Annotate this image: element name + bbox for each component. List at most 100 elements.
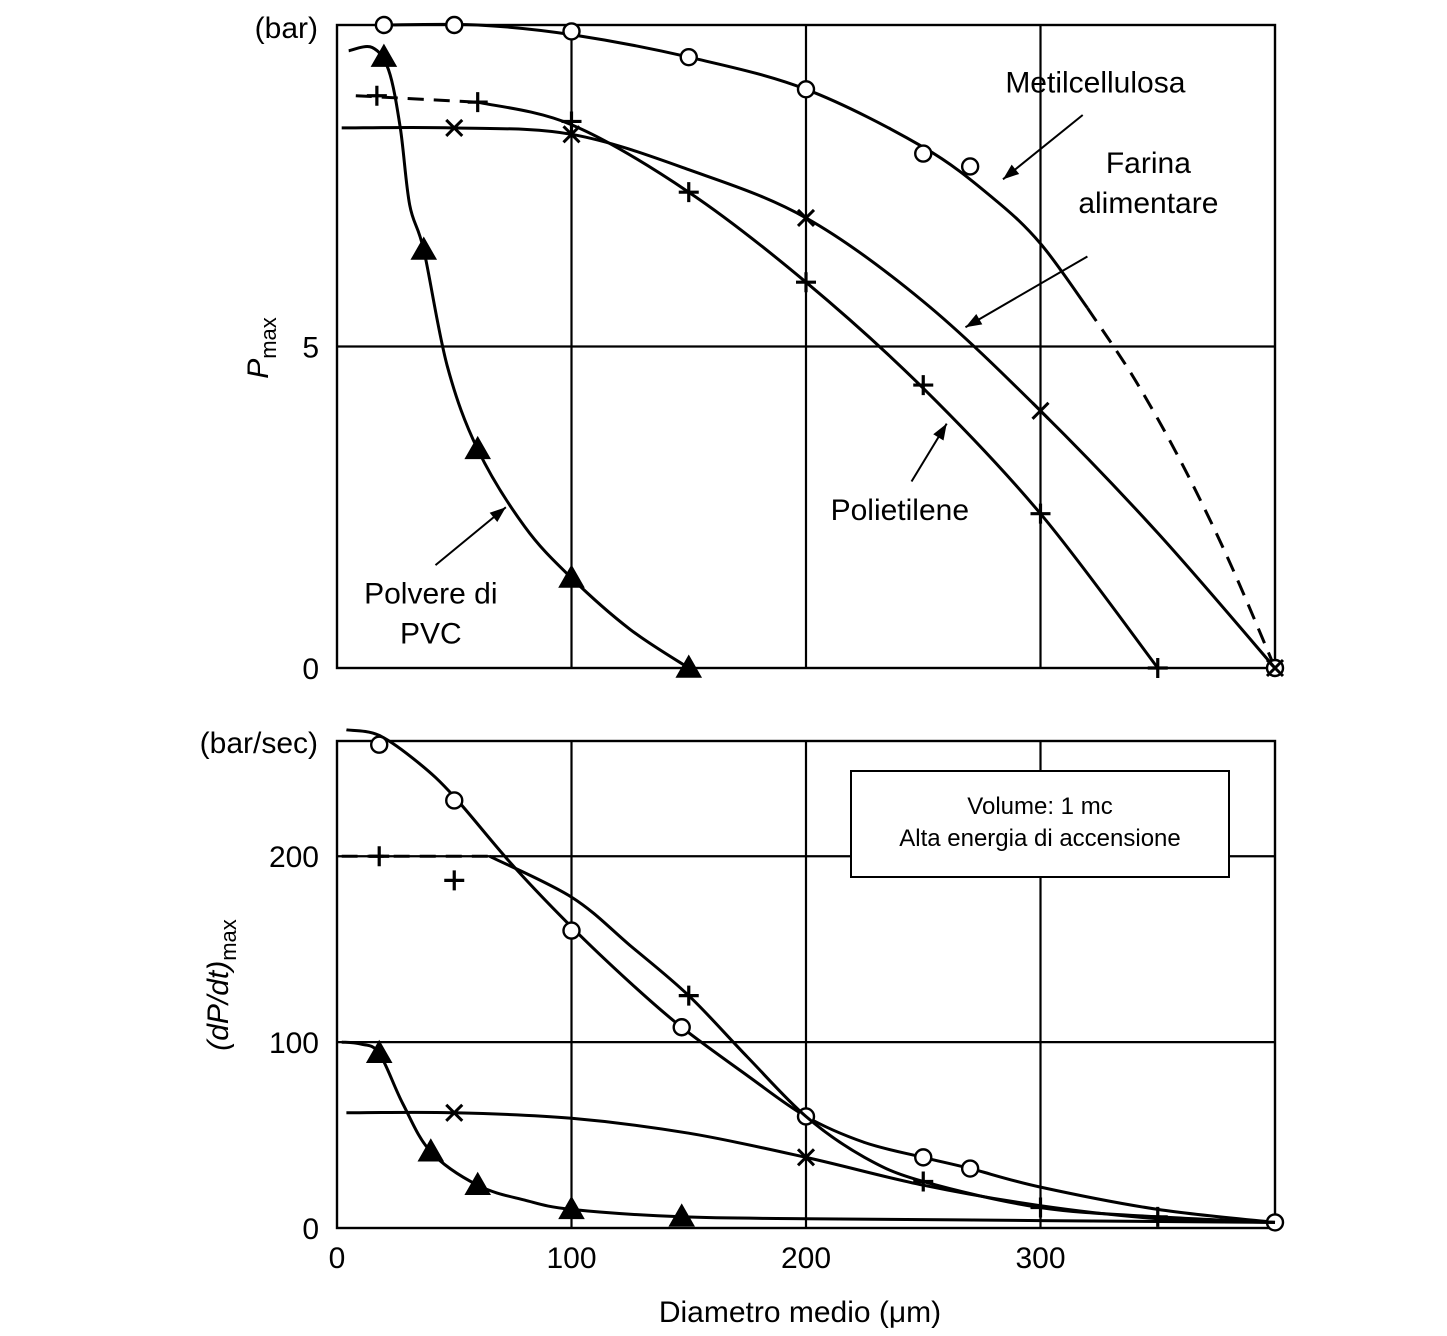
bottom-y-tick-label: 200 xyxy=(269,841,319,874)
bottom-x-tick-label: 200 xyxy=(781,1242,831,1275)
annotation-text: PVC xyxy=(400,618,462,651)
top-line-metilcellulosa xyxy=(383,22,1089,309)
top-point-polietilene xyxy=(1147,658,1168,678)
bottom-point-metilcellulosa xyxy=(445,791,464,810)
annotation-arrow-head xyxy=(1002,164,1020,180)
bottom-point-metilcellulosa xyxy=(562,921,581,940)
bottom-point-polietilene xyxy=(369,846,390,867)
bottom-line-metilcellulosa xyxy=(346,728,1276,1224)
annotation-text: Farina xyxy=(1106,147,1191,180)
bottom-point-farina-alimentare xyxy=(445,1103,464,1122)
top-y-axis-label-main: P xyxy=(242,359,275,379)
top-y-axis-label: Pmax xyxy=(242,317,281,379)
annotation-arrow-head xyxy=(489,507,506,523)
top-point-farina-alimentare xyxy=(1265,658,1285,678)
top-point-polietilene xyxy=(467,92,488,113)
top-line-polvere-di-pvc xyxy=(348,45,690,670)
annotation-arrow-head xyxy=(965,313,983,328)
top-point-polvere-di-pvc xyxy=(464,435,491,460)
bottom-unit-label: (bar/sec) xyxy=(200,727,318,760)
bottom-series-polvere-di-pvc xyxy=(341,1039,1276,1227)
bottom-point-metilcellulosa xyxy=(672,1018,691,1037)
top-series-farina-alimentare xyxy=(341,118,1285,678)
bottom-series-farina-alimentare xyxy=(346,1103,1276,1224)
top-point-polvere-di-pvc xyxy=(410,236,438,260)
top-panel-pmax: (bar) Pmax 0 5 Metilcellulosa Farina aliment… xyxy=(242,12,1285,686)
annotation-farina-alimentare: Farina alimentare xyxy=(964,147,1218,329)
bottom-point-polietilene xyxy=(444,870,465,891)
bottom-point-metilcellulosa xyxy=(914,1148,933,1167)
bottom-y-axis-label-sub: max xyxy=(216,919,241,961)
top-point-polietilene xyxy=(913,375,934,396)
top-point-metilcellulosa xyxy=(679,47,698,67)
bottom-point-farina-alimentare xyxy=(796,1148,816,1167)
conditions-note-box xyxy=(850,770,1230,878)
top-series-polietilene xyxy=(355,85,1168,678)
annotation-arrow-head xyxy=(933,423,947,441)
top-point-metilcellulosa xyxy=(374,15,394,35)
bottom-point-polvere-di-pvc xyxy=(365,1039,393,1064)
annotation-text: alimentare xyxy=(1078,187,1218,220)
bottom-point-polvere-di-pvc xyxy=(558,1195,585,1220)
annotation-text: Polietilene xyxy=(831,494,969,527)
top-y-tick-label: 5 xyxy=(302,332,319,365)
bottom-point-polvere-di-pvc xyxy=(417,1138,445,1162)
top-point-metilcellulosa xyxy=(562,22,581,41)
bottom-plot-frame xyxy=(335,739,1277,1230)
annotation-polvere-di-pvc: Polvere di PVC xyxy=(364,506,507,651)
bottom-y-tick-label: 0 xyxy=(302,1213,319,1246)
top-point-polietilene xyxy=(366,85,387,106)
top-series-polvere-di-pvc xyxy=(348,43,703,678)
top-point-metilcellulosa xyxy=(914,144,933,163)
bottom-series-metilcellulosa xyxy=(346,728,1285,1232)
annotation-arrow-line xyxy=(964,255,1088,329)
top-point-metilcellulosa xyxy=(796,80,816,99)
top-point-polvere-di-pvc xyxy=(370,43,398,67)
top-point-farina-alimentare xyxy=(796,208,816,227)
conditions-note-line: Volume: 1 mc xyxy=(967,793,1112,820)
top-y-axis-label-sub: max xyxy=(256,317,281,359)
conditions-note: Volume: 1 mc Alta energia di accensione xyxy=(850,770,1230,878)
bottom-point-metilcellulosa xyxy=(960,1159,980,1178)
top-dashed-line-metilcellulosa xyxy=(1086,307,1277,669)
bottom-point-polietilene xyxy=(678,985,699,1006)
annotation-metilcellulosa: Metilcellulosa xyxy=(1002,67,1186,181)
top-line-polietilene xyxy=(477,100,1159,669)
annotation-text: Metilcellulosa xyxy=(1005,67,1185,100)
conditions-note-line: Alta energia di accensione xyxy=(899,825,1181,852)
bottom-x-tick-label: 0 xyxy=(329,1242,346,1275)
bottom-x-tick-label: 300 xyxy=(1015,1242,1065,1275)
bottom-point-polvere-di-pvc xyxy=(668,1203,696,1227)
top-plot-frame xyxy=(335,23,1277,670)
bottom-point-metilcellulosa xyxy=(370,735,389,754)
top-point-farina-alimentare xyxy=(562,125,581,144)
bottom-line-polietilene xyxy=(488,854,1276,1224)
top-line-farina-alimentare xyxy=(341,125,1277,669)
bottom-point-polietilene xyxy=(913,1171,934,1192)
top-point-polietilene xyxy=(796,272,816,293)
top-point-polietilene xyxy=(561,111,582,132)
bottom-y-axis-label: (dP/dt)max xyxy=(202,919,241,1051)
bottom-panel-dpdt: (bar/sec) (dP/dt)max Diametro medio (μm)… xyxy=(200,727,1285,1329)
top-point-polietilene xyxy=(1030,503,1051,524)
bottom-line-polvere-di-pvc xyxy=(341,1040,1276,1224)
top-unit-label: (bar) xyxy=(255,12,318,45)
top-point-polvere-di-pvc xyxy=(675,654,703,678)
bottom-x-tick-label: 100 xyxy=(546,1242,596,1275)
annotation-arrow-line xyxy=(1002,114,1084,181)
x-axis-label: Diametro medio (μm) xyxy=(659,1296,941,1329)
bottom-y-axis-label-main: (dP/dt) xyxy=(202,961,235,1051)
top-point-farina-alimentare xyxy=(445,118,464,137)
top-point-metilcellulosa xyxy=(445,15,464,35)
top-point-metilcellulosa xyxy=(960,157,980,176)
top-point-polietilene xyxy=(678,182,699,203)
top-point-farina-alimentare xyxy=(1031,401,1050,420)
bottom-y-tick-label: 100 xyxy=(269,1027,319,1060)
top-point-polvere-di-pvc xyxy=(558,564,585,588)
bottom-series-polietilene xyxy=(341,846,1276,1227)
top-y-tick-label: 0 xyxy=(302,653,319,686)
annotation-text: Polvere di xyxy=(364,578,497,611)
bottom-point-polvere-di-pvc xyxy=(464,1171,491,1195)
annotation-polietilene: Polietilene xyxy=(831,423,969,527)
